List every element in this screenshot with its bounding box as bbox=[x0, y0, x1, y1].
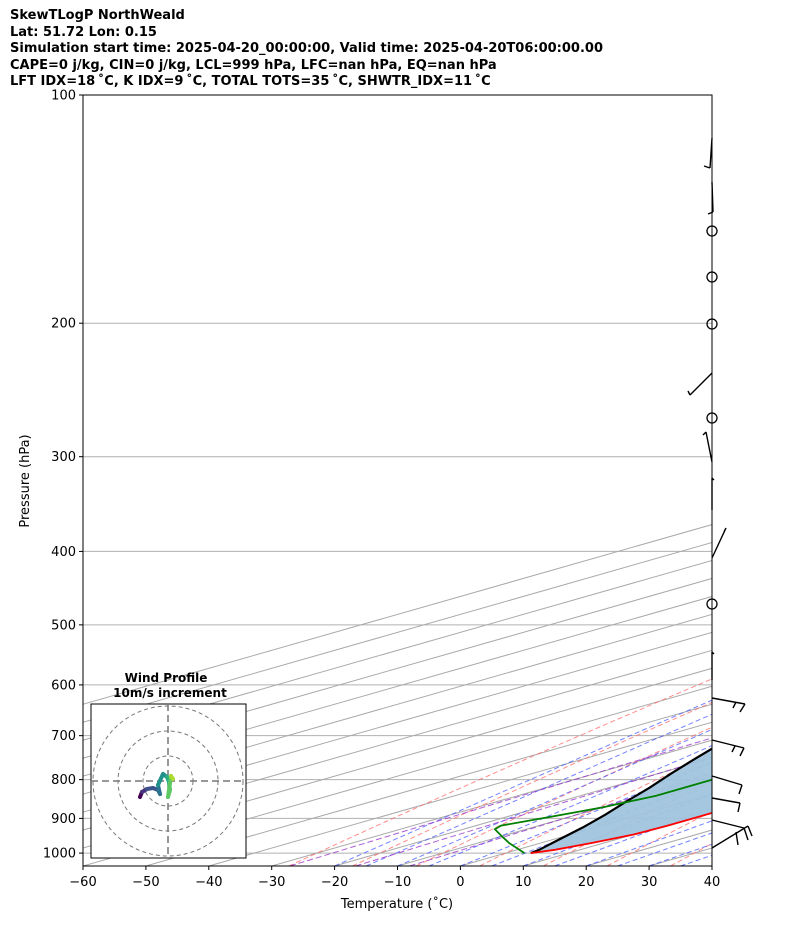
x-tick-label: −20 bbox=[321, 875, 348, 890]
isotherm-line bbox=[83, 667, 712, 849]
moist-adiabat bbox=[334, 699, 712, 866]
moist-adiabat bbox=[460, 761, 712, 866]
x-tick-label: −30 bbox=[258, 875, 285, 890]
wind-barb bbox=[711, 477, 715, 510]
wind-barb bbox=[711, 775, 743, 795]
isotherm-line bbox=[271, 739, 712, 866]
hodograph-trace-segment bbox=[166, 774, 173, 799]
isotherm-line bbox=[334, 757, 712, 866]
calm-wind-circle bbox=[706, 318, 718, 330]
moist-adiabat bbox=[554, 807, 712, 866]
wind-barb bbox=[711, 651, 715, 680]
y-tick-label: 700 bbox=[51, 729, 76, 744]
moist-adiabat bbox=[711, 865, 712, 866]
calm-wind-circle bbox=[706, 271, 718, 283]
wind-barbs bbox=[687, 137, 753, 849]
isotherm-line bbox=[775, 95, 794, 866]
moist-adiabat bbox=[617, 832, 712, 866]
moist-adiabat bbox=[680, 854, 712, 866]
title-line-2: Lat: 51.72 Lon: 0.15 bbox=[10, 24, 157, 40]
isotherm-line bbox=[397, 775, 712, 866]
x-tick-label: 10 bbox=[515, 875, 532, 890]
wind-barb bbox=[711, 739, 745, 757]
calm-wind-circle bbox=[706, 598, 718, 610]
title-block: SkewTLogP NorthWeald Lat: 51.72 Lon: 0.1… bbox=[10, 8, 603, 91]
y-tick-label: 200 bbox=[51, 317, 76, 332]
isotherm-line bbox=[208, 721, 712, 866]
moist-adiabat bbox=[397, 728, 712, 866]
wind-barb bbox=[711, 797, 741, 813]
title-line-5: LFT IDX=18 ˚C, K IDX=9 ˚C, TOTAL TOTS=35… bbox=[10, 74, 491, 89]
x-tick-label: −50 bbox=[132, 875, 159, 890]
title-line-1: SkewTLogP NorthWeald bbox=[10, 8, 185, 23]
axes-layer: −60 −50 −40 −30 −20 −10 0 10 20 30 40 100 200 300 400 5… bbox=[43, 89, 720, 891]
isotherm-line bbox=[83, 613, 712, 795]
isotherm-line bbox=[460, 793, 712, 866]
wind-barb bbox=[702, 431, 713, 463]
dry-adiabat bbox=[543, 780, 712, 866]
y-tick-label: 900 bbox=[51, 812, 76, 827]
y-tick-label: 500 bbox=[51, 618, 76, 633]
hodograph-inset: Wind Profile 10m/s increment bbox=[90, 671, 247, 859]
isotherm-line bbox=[145, 703, 712, 866]
y-tick-label: 400 bbox=[51, 545, 76, 560]
x-tick-label: −40 bbox=[195, 875, 222, 890]
cape-cin-shading bbox=[530, 748, 712, 854]
dry-adiabat bbox=[352, 701, 712, 866]
y-axis-label: Pressure (hPa) bbox=[18, 434, 33, 527]
mixing-ratio-line bbox=[355, 756, 712, 866]
moist-adiabat bbox=[428, 745, 712, 866]
parcel-profile-line bbox=[530, 747, 712, 855]
title-line-4: CAPE=0 j/kg, CIN=0 j/kg, LCL=999 hPa, LF… bbox=[10, 57, 497, 73]
y-tick-label: 1000 bbox=[43, 847, 76, 862]
x-axis-label: Temperature (˚C) bbox=[340, 896, 453, 912]
wind-barb bbox=[711, 697, 746, 713]
x-tick-label: 0 bbox=[456, 875, 464, 890]
dry-adiabat bbox=[479, 752, 712, 866]
y-tick-label: 600 bbox=[51, 678, 76, 693]
dewpoint-line bbox=[493, 778, 712, 854]
hodograph-trace-segment bbox=[169, 774, 175, 781]
isotherm-line bbox=[83, 631, 712, 813]
y-tick-label: 800 bbox=[51, 773, 76, 788]
isotherm-line bbox=[711, 865, 712, 866]
moist-adiabat bbox=[523, 793, 712, 866]
isotherm-line bbox=[83, 685, 712, 866]
data-layer bbox=[493, 747, 712, 855]
wind-barb bbox=[687, 372, 713, 396]
y-tick-label: 100 bbox=[51, 89, 76, 104]
calm-wind-circle bbox=[706, 225, 718, 237]
dry-adiabat bbox=[288, 678, 712, 866]
moist-adiabat bbox=[491, 778, 712, 866]
x-tick-label: 20 bbox=[578, 875, 595, 890]
mixing-ratio-line bbox=[289, 737, 712, 866]
isotherm-line bbox=[586, 829, 712, 866]
wind-barb bbox=[707, 181, 714, 215]
wind-barb bbox=[703, 137, 713, 169]
isotherm-line bbox=[523, 811, 712, 866]
isotherm-line bbox=[83, 649, 712, 831]
hodograph-title: Wind Profile bbox=[125, 671, 208, 685]
x-tick-label: −60 bbox=[69, 875, 96, 890]
hodograph-subtitle: 10m/s increment bbox=[113, 686, 227, 700]
dry-adiabat bbox=[415, 726, 712, 866]
moist-adiabat bbox=[365, 713, 712, 866]
calm-wind-circle bbox=[706, 412, 718, 424]
wind-barb bbox=[711, 825, 753, 849]
x-tick-label: −10 bbox=[384, 875, 411, 890]
moist-adiabat bbox=[586, 820, 712, 866]
wind-barb bbox=[711, 527, 727, 559]
dry-adiabat bbox=[606, 810, 712, 866]
x-tick-label: 30 bbox=[641, 875, 658, 890]
wind-barb bbox=[711, 819, 745, 829]
hodograph-plot bbox=[91, 704, 246, 858]
x-tick-label: 40 bbox=[704, 875, 721, 890]
y-tick-label: 300 bbox=[51, 450, 76, 465]
title-line-3: Simulation start time: 2025-04-20_00:00:… bbox=[10, 41, 603, 56]
